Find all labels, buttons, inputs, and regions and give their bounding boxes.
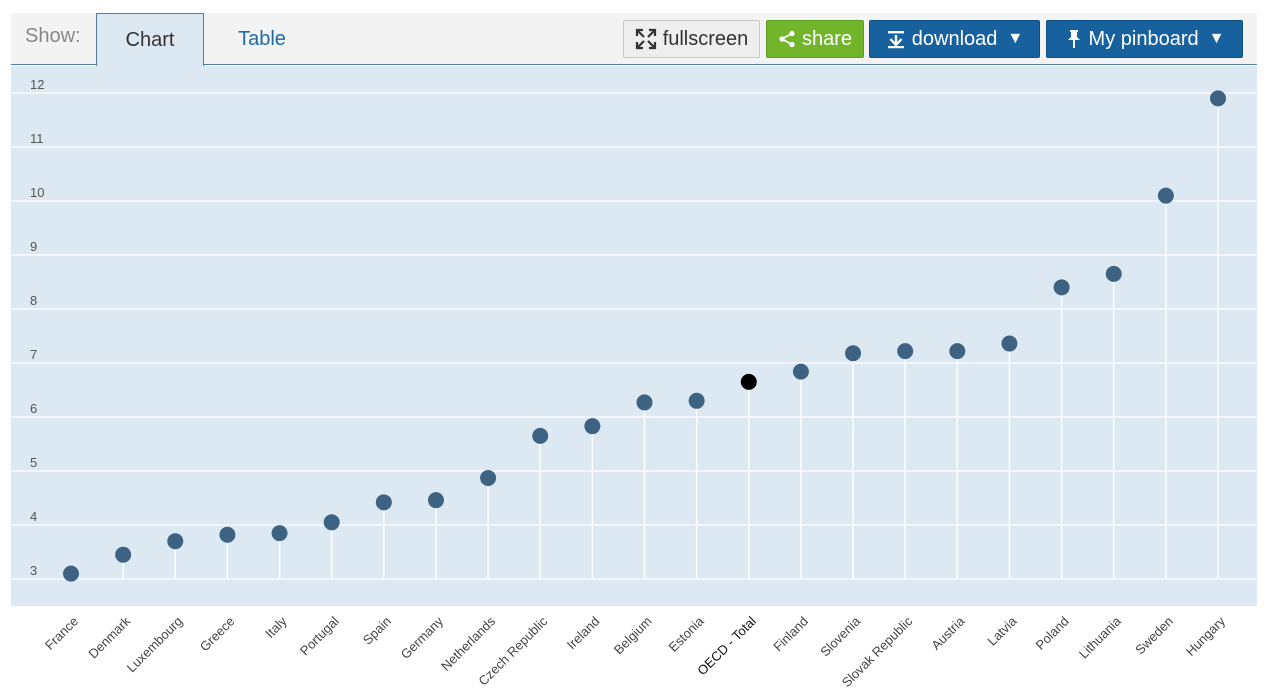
share-icon: [778, 30, 796, 48]
x-tick-label: Slovenia: [817, 613, 863, 659]
pinboard-button[interactable]: My pinboard ▼: [1046, 20, 1243, 58]
x-tick-label: Finland: [770, 614, 811, 655]
x-tick-label: Spain: [360, 614, 394, 648]
data-point: [271, 525, 288, 542]
data-point: [219, 526, 236, 543]
fullscreen-button[interactable]: fullscreen: [623, 20, 760, 58]
data-point: [792, 363, 809, 380]
data-point: [1210, 90, 1226, 107]
y-tick-label: 6: [30, 401, 37, 416]
data-point: [480, 470, 497, 487]
data-point: [532, 427, 549, 444]
data-point: [845, 345, 862, 362]
data-point: [584, 418, 601, 435]
y-tick-label: 12: [30, 77, 44, 92]
data-point: [427, 492, 444, 509]
download-button[interactable]: download ▼: [869, 20, 1040, 58]
tab-table[interactable]: Table: [238, 27, 286, 50]
x-tick-label: Germany: [398, 613, 447, 662]
x-tick-label: Estonia: [665, 613, 707, 655]
x-tick-label: Belgium: [611, 614, 655, 658]
data-point: [636, 394, 653, 411]
expand-arrows-icon: [635, 28, 657, 50]
y-tick-label: 9: [30, 239, 37, 254]
data-point: [740, 373, 757, 390]
data-point: [1053, 279, 1070, 296]
y-tick-label: 5: [30, 455, 37, 470]
x-tick-label: Greece: [197, 614, 238, 655]
data-point: [897, 343, 914, 360]
x-tick-label: Poland: [1032, 614, 1071, 653]
data-point: [63, 565, 79, 582]
download-arrow-icon: [886, 29, 906, 49]
x-tick-label: Luxembourg: [124, 614, 186, 676]
download-caret-icon: ▼: [1007, 30, 1024, 47]
y-tick-label: 7: [30, 347, 37, 362]
x-tick-label: Austria: [928, 613, 968, 653]
data-point: [688, 392, 705, 409]
fullscreen-label: fullscreen: [662, 27, 749, 50]
data-point: [375, 494, 392, 511]
pinboard-label: My pinboard: [1088, 27, 1199, 50]
chart-toolbar: Show: Chart Table fullscreen share: [11, 13, 1257, 66]
y-tick-label: 10: [30, 185, 44, 200]
y-tick-label: 11: [30, 131, 44, 146]
y-tick-label: 4: [30, 509, 37, 524]
data-point: [115, 546, 132, 563]
share-label: share: [801, 27, 853, 50]
pinboard-caret-icon: ▼: [1208, 30, 1225, 47]
x-tick-label: Lithuania: [1076, 613, 1124, 661]
data-point: [949, 343, 966, 360]
data-point: [167, 533, 184, 550]
data-point: [1001, 335, 1018, 352]
share-button[interactable]: share: [766, 20, 864, 58]
show-label: Show:: [25, 25, 81, 47]
data-point: [1157, 187, 1174, 204]
y-tick-label: 8: [30, 293, 37, 308]
x-tick-label: France: [42, 614, 81, 653]
plot-background: [11, 66, 1257, 606]
x-tick-label: Denmark: [85, 613, 133, 661]
x-tick-label: Latvia: [984, 613, 1020, 649]
data-point: [1105, 265, 1122, 282]
x-tick-label: Hungary: [1183, 613, 1229, 659]
pin-icon: [1065, 29, 1083, 49]
x-tick-label: Sweden: [1132, 614, 1176, 658]
y-tick-label: 3: [30, 563, 37, 578]
tab-chart[interactable]: Chart: [96, 13, 204, 66]
x-tick-label: Italy: [262, 613, 290, 641]
x-tick-label: Ireland: [564, 614, 603, 653]
data-point: [323, 514, 340, 531]
x-tick-label: Portugal: [297, 613, 342, 658]
download-label: download: [911, 27, 998, 50]
